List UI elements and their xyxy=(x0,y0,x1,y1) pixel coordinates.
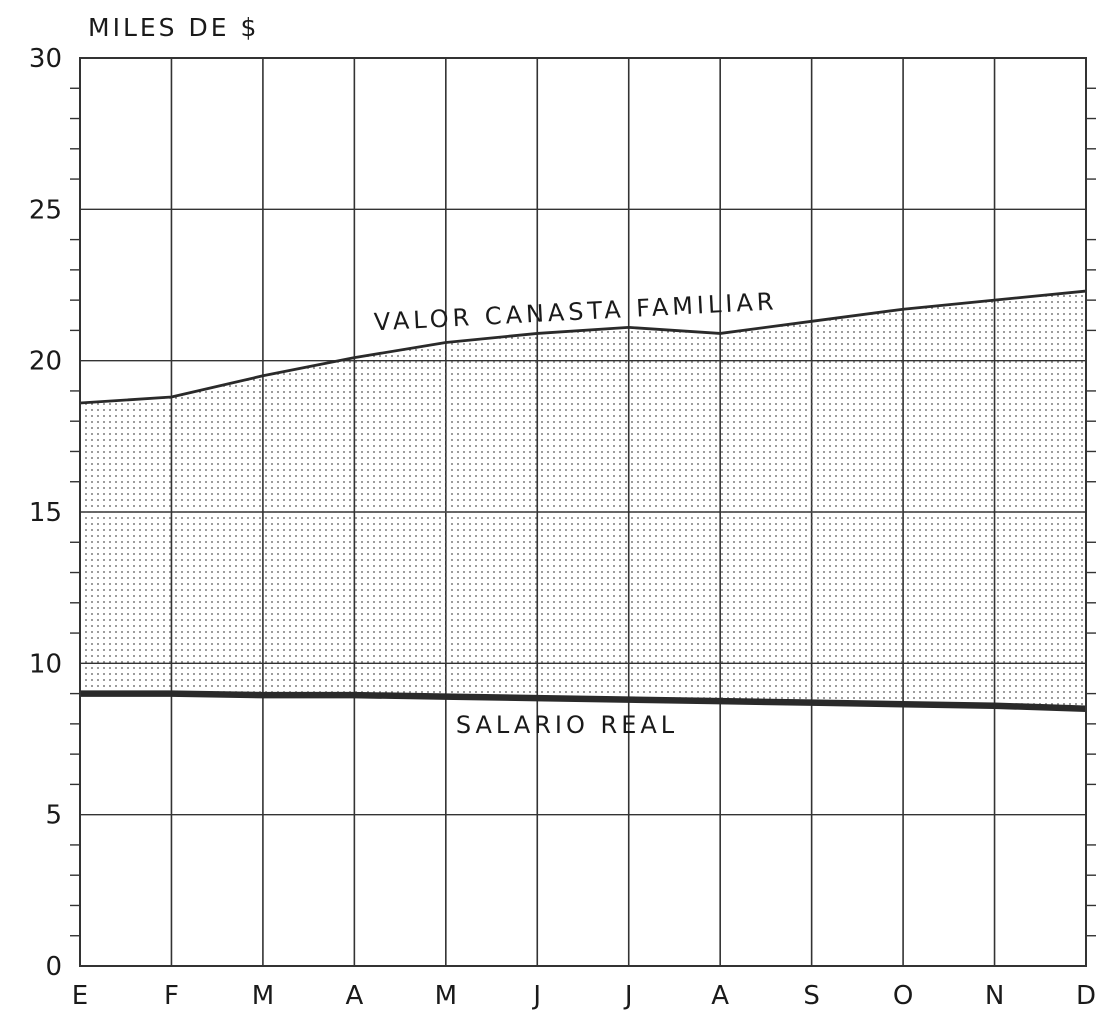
x-tick-label: F xyxy=(164,981,179,1011)
x-tick-label: J xyxy=(531,981,541,1011)
x-tick-label: E xyxy=(72,981,88,1011)
y-tick-label: 30 xyxy=(29,44,62,74)
x-tick-label: M xyxy=(252,981,274,1011)
series-label-salario-real: SALARIO REAL xyxy=(456,711,678,739)
y-axis-label: MILES DE $ xyxy=(88,13,259,42)
y-tick-label: 5 xyxy=(45,801,62,831)
x-tick-label: A xyxy=(711,981,729,1011)
x-tick-label: J xyxy=(623,981,633,1011)
y-tick-label: 25 xyxy=(29,195,62,225)
x-tick-label: O xyxy=(893,981,913,1011)
x-tick-label: S xyxy=(803,981,820,1011)
series-label-valor-canasta-familiar: VALOR CANASTA FAMILIAR xyxy=(373,287,778,336)
y-tick-label: 0 xyxy=(45,952,62,982)
salario-real-line xyxy=(80,690,1087,712)
valor-canasta-familiar-line xyxy=(79,289,1087,405)
x-tick-label: N xyxy=(985,981,1004,1011)
x-tick-label: D xyxy=(1076,981,1096,1011)
x-tick-label: M xyxy=(435,981,457,1011)
plot-frame xyxy=(79,57,1087,967)
shaded-gap-area xyxy=(80,291,1086,709)
y-tick-label: 20 xyxy=(29,347,62,377)
y-tick-label: 15 xyxy=(29,498,62,528)
y-tick-label: 10 xyxy=(29,649,62,679)
x-tick-label: A xyxy=(345,981,363,1011)
